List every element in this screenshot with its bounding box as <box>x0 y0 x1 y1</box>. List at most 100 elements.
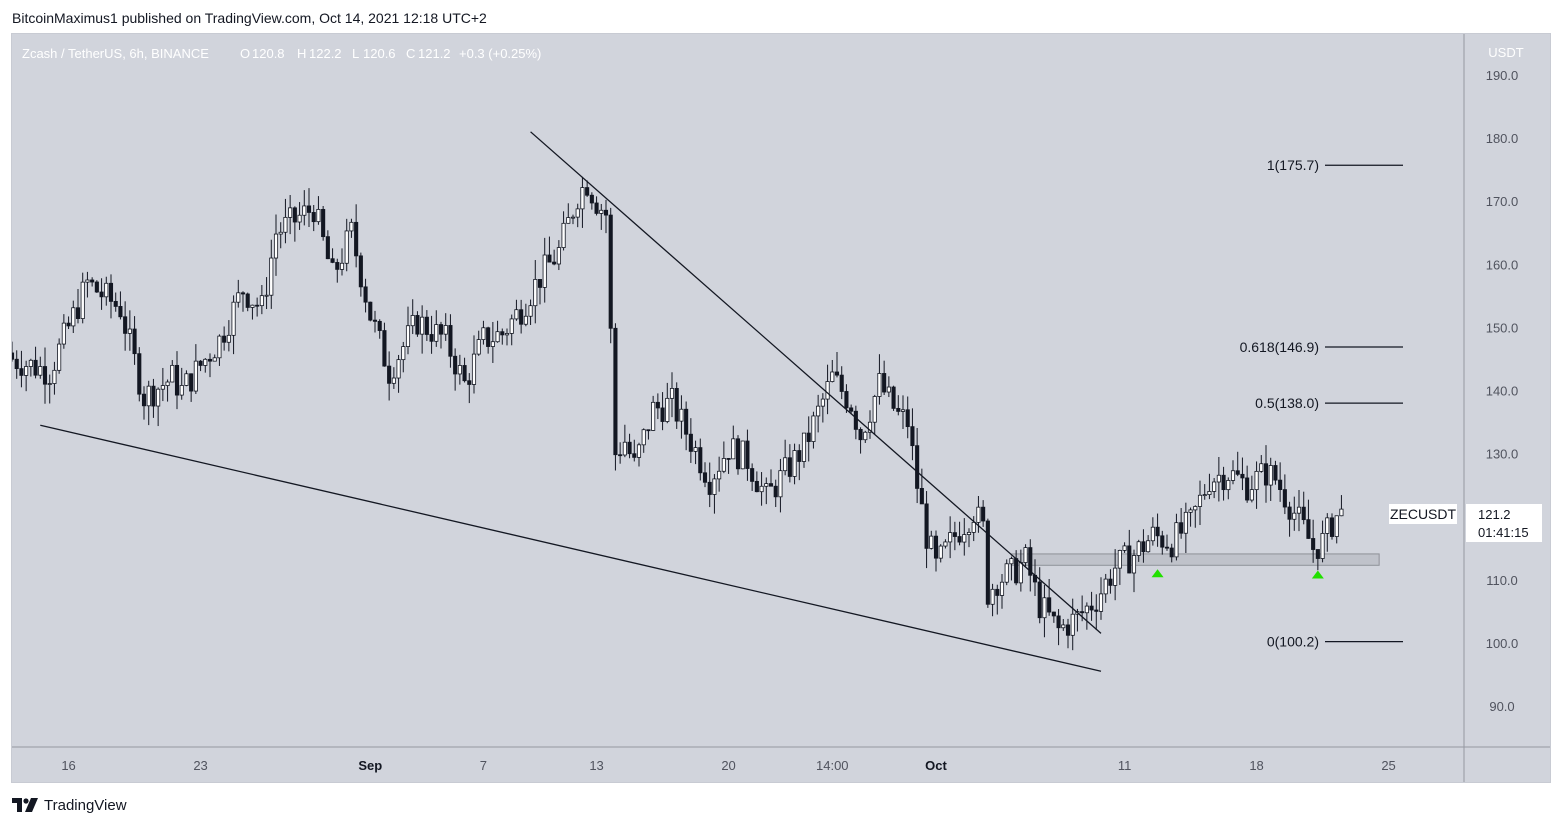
candle-body <box>910 426 915 447</box>
candle-body <box>570 216 576 219</box>
candle-body <box>834 371 840 376</box>
time-tick-label: 23 <box>193 758 207 773</box>
candle-body <box>1004 563 1009 583</box>
price-tick-label: 180.0 <box>1486 131 1519 146</box>
price-axis-pane[interactable] <box>1464 34 1550 747</box>
footer-brand: TradingView <box>44 796 127 814</box>
candle-body <box>1202 494 1207 497</box>
candle-body <box>410 315 415 327</box>
candle-body <box>849 407 854 412</box>
plot-pane[interactable] <box>12 34 1464 747</box>
candle-body <box>1315 549 1320 559</box>
candle-body <box>1268 465 1273 486</box>
candle-body <box>985 520 990 605</box>
time-tick-label: 18 <box>1249 758 1263 773</box>
candle-body <box>999 581 1005 596</box>
candle-body <box>415 315 420 335</box>
time-tick-label: 7 <box>480 758 487 773</box>
candle-body <box>212 357 217 362</box>
countdown-value: 01:41:15 <box>1478 525 1529 540</box>
candle-body <box>1160 535 1165 548</box>
candle-body <box>613 327 618 456</box>
time-axis-ticks: 16 23 Sep 7 13 20 14:00 Oct 11 18 25 <box>61 758 1395 773</box>
candle-body <box>335 262 340 270</box>
chart-area[interactable]: 1(175.7) 0.618(146.9) 0.5(138.0) 0(100.2) Z… <box>11 33 1551 783</box>
candle-body <box>717 470 722 480</box>
candle-body <box>1216 474 1221 483</box>
candle-body <box>665 397 670 422</box>
candle-body <box>872 396 877 423</box>
candle-body <box>740 440 745 470</box>
price-tick-label: 190.0 <box>1486 68 1519 83</box>
candle-body <box>420 316 425 335</box>
candle-body <box>933 535 939 559</box>
candle-body <box>113 300 118 307</box>
candle-body <box>863 431 868 441</box>
trendline-descending-support[interactable] <box>40 424 1102 672</box>
candle-body <box>396 359 401 379</box>
price-tag-box <box>1466 504 1542 542</box>
current-price-tag[interactable]: ZECUSDT 121.2 01:41:15 <box>1389 504 1542 542</box>
candle-body <box>33 359 38 376</box>
candle-body <box>170 364 175 383</box>
candle-body <box>12 352 15 360</box>
candle-body <box>462 365 467 382</box>
candle-body <box>1047 597 1052 613</box>
candle-body <box>707 481 712 495</box>
candle-body <box>382 330 387 367</box>
candle-body <box>339 262 345 270</box>
time-tick-label: 20 <box>721 758 735 773</box>
candle-body <box>839 374 844 392</box>
candle-body <box>754 480 759 493</box>
legend-low-value: 120.6 <box>363 46 396 61</box>
candle-body <box>231 301 236 336</box>
candle-body <box>938 545 943 559</box>
candle-body <box>179 385 184 396</box>
candle-body <box>523 315 528 325</box>
candle-body <box>141 393 147 407</box>
fib-level-label: 0(100.2) <box>1267 634 1319 650</box>
legend-change: +0.3 (+0.25%) <box>459 46 541 61</box>
candle-body <box>1070 613 1075 636</box>
candle-body <box>759 485 764 493</box>
candle-body <box>1273 465 1278 481</box>
candle-body <box>28 359 33 367</box>
candle-body <box>867 421 873 433</box>
candle-body <box>1245 477 1250 501</box>
candle-body <box>528 305 533 317</box>
candle-body <box>801 432 807 462</box>
candle-body <box>24 366 29 376</box>
candle-body <box>566 217 571 224</box>
candle-body <box>259 295 264 307</box>
candle-body <box>38 366 43 376</box>
candle-body <box>618 454 623 457</box>
candle-body <box>806 432 811 442</box>
candle-body <box>52 369 57 384</box>
candle-body <box>632 453 637 458</box>
candle-body <box>971 521 976 533</box>
candle-body <box>721 458 726 472</box>
candle-body <box>552 261 557 265</box>
candle-body <box>146 385 151 407</box>
candle-body <box>1141 541 1146 553</box>
candle-body <box>1108 578 1113 586</box>
candle-body <box>981 506 986 522</box>
candle-body <box>561 222 566 248</box>
candle-body <box>1226 480 1231 491</box>
candle-body <box>1306 519 1311 539</box>
candle-body <box>273 233 279 259</box>
candle-body <box>311 212 316 223</box>
candle-body <box>641 429 646 446</box>
candle-body <box>481 327 486 340</box>
time-axis-pane[interactable] <box>12 747 1464 782</box>
candle-body <box>1278 479 1283 490</box>
candle-body <box>1146 540 1151 553</box>
candle-body <box>189 373 194 392</box>
candle-body <box>778 470 783 498</box>
trendline-descending-resistance[interactable] <box>530 131 1102 634</box>
price-tick-label: 160.0 <box>1486 257 1519 272</box>
time-tick-label: 25 <box>1381 758 1395 773</box>
chart-svg[interactable]: 1(175.7) 0.618(146.9) 0.5(138.0) 0(100.2) Z… <box>12 34 1550 782</box>
candle-body <box>542 254 547 288</box>
candle-body <box>344 230 349 264</box>
